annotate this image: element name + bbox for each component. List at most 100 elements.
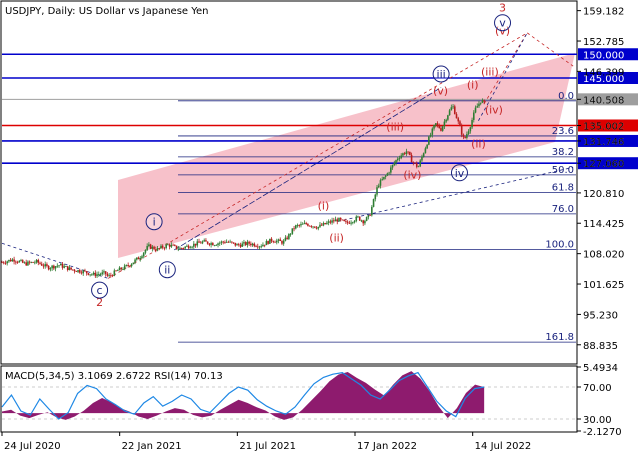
candle-body-202 — [350, 222, 352, 224]
candle-body-85 — [148, 244, 150, 247]
candle-body-261 — [452, 106, 454, 108]
candle-body-117 — [203, 240, 205, 242]
candle-body-126 — [218, 242, 221, 244]
candle-body-144 — [250, 243, 252, 246]
candle-body-11 — [20, 260, 22, 261]
x-tick-label-3: 17 Jan 2022 — [357, 441, 417, 452]
candle-body-222 — [384, 175, 387, 177]
y-tick-label-0: 159.182 — [583, 7, 624, 18]
candle-body-197 — [341, 219, 344, 221]
candle-body-26 — [46, 264, 48, 266]
y-tick-label-5: 131.746 — [583, 137, 624, 148]
candle-body-22 — [39, 262, 41, 264]
candle-body-237 — [410, 154, 413, 163]
candle-body-39 — [68, 267, 71, 271]
candle-body-223 — [386, 173, 389, 176]
dash-line-4 — [483, 32, 528, 104]
candle-body-277 — [479, 102, 482, 104]
x-tick-label-1: 22 Jan 2021 — [122, 441, 182, 452]
candle-body-121 — [210, 243, 212, 245]
candle-body-15 — [27, 261, 29, 266]
candle-body-216 — [374, 194, 377, 200]
candle-body-180 — [312, 226, 314, 228]
candle-body-219 — [379, 180, 382, 186]
candle-body-4 — [8, 259, 10, 262]
y-tick-label-3: 140.508 — [583, 95, 624, 106]
candle-body-104 — [180, 248, 183, 249]
candle-body-123 — [213, 245, 216, 247]
candle-body-80 — [139, 258, 142, 260]
candle-body-68 — [118, 267, 121, 271]
price-level-box-5 — [578, 157, 638, 170]
candle-body-6 — [11, 259, 14, 262]
y-tick-label-11: 95.230 — [583, 310, 618, 321]
candle-body-155 — [269, 238, 271, 244]
price-axis: 159.182 152.785 146.399 140.508 135.002 131.7… — [577, 7, 624, 352]
candle-body-102 — [177, 248, 180, 250]
candle-body-270 — [467, 131, 470, 135]
candle-body-124 — [215, 245, 218, 246]
candle-body-257 — [445, 119, 447, 122]
candle-body-209 — [362, 220, 364, 224]
candle-body-7 — [13, 259, 15, 262]
candle-body-225 — [390, 167, 392, 173]
candle-body-260 — [450, 107, 453, 111]
candle-body-86 — [149, 244, 152, 249]
candle-body-235 — [407, 151, 409, 153]
candle-body-243 — [421, 156, 423, 161]
indicator-panel: 5.4934 70.00 30.00-2.1270 — [1, 363, 622, 438]
candle-body-47 — [82, 270, 85, 274]
candle-body-94 — [163, 247, 166, 249]
price-level-label-4: 131.746 — [583, 137, 624, 148]
candle-body-73 — [127, 265, 129, 267]
candle-body-193 — [334, 219, 337, 222]
price-level-label-2: 140.508 — [583, 95, 624, 106]
candle-body-214 — [371, 206, 373, 216]
candle-body-99 — [172, 244, 174, 246]
candle-body-165 — [286, 237, 288, 239]
y-tick-label-7: 120.810 — [583, 189, 624, 200]
candle-body-164 — [284, 237, 287, 241]
candle-body-134 — [232, 242, 235, 244]
candle-body-159 — [275, 240, 278, 243]
candle-body-201 — [348, 222, 351, 224]
wave-circle-blue-1 — [432, 65, 450, 83]
candle-body-0 — [1, 262, 3, 264]
fib-label-3: 50.0 — [552, 165, 574, 176]
candle-body-58 — [101, 272, 104, 275]
candle-body-136 — [236, 244, 238, 246]
candle-body-273 — [472, 112, 475, 120]
wave-label-red-3: (i) — [467, 78, 479, 91]
candle-body-97 — [168, 244, 171, 247]
wave-label-red-2: (iii) — [481, 66, 499, 79]
candle-body-190 — [329, 221, 332, 223]
candle-body-255 — [441, 126, 444, 131]
candle-body-61 — [106, 273, 109, 276]
candle-body-34 — [59, 263, 62, 266]
candle-body-70 — [122, 269, 124, 270]
candle-body-206 — [357, 216, 359, 218]
x-tick-label-0: 24 Jul 2020 — [4, 441, 61, 452]
indicator-frame — [0, 365, 578, 433]
candle-body-146 — [253, 243, 256, 247]
candle-body-194 — [336, 219, 339, 222]
wave-label-blue-3: i — [153, 216, 156, 229]
candle-body-268 — [464, 136, 466, 138]
candle-body-60 — [104, 271, 107, 274]
candle-body-269 — [466, 134, 468, 138]
candle-body-148 — [256, 246, 259, 248]
candle-body-184 — [319, 224, 321, 227]
candle-body-224 — [388, 172, 390, 174]
candle-body-161 — [279, 239, 282, 242]
wave-label-red-9: (i) — [318, 200, 330, 213]
candle-body-168 — [291, 228, 294, 234]
candle-body-213 — [369, 215, 371, 216]
candle-body-3 — [6, 261, 8, 264]
candle-body-221 — [383, 176, 385, 180]
trend-channel — [118, 53, 575, 258]
candle-body-17 — [30, 262, 33, 263]
price-level-box-1 — [578, 72, 638, 84]
candle-body-66 — [115, 270, 117, 272]
wave-label-red-0: 3 — [499, 2, 506, 15]
fib-label-2: 38.2 — [552, 147, 574, 158]
